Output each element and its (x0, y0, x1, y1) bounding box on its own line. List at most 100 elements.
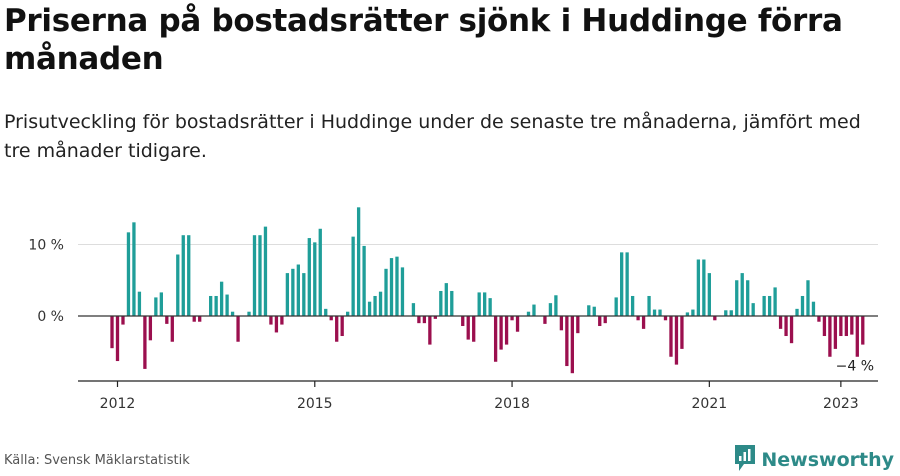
axes: 10 % 0 % 2012 2015 2018 2021 2023 −4 % (28, 238, 878, 412)
bar (630, 295, 635, 316)
bar (439, 290, 443, 316)
bar (422, 316, 427, 324)
bar (225, 294, 229, 316)
bar (176, 254, 180, 316)
x-tick-label: 2023 (823, 396, 859, 412)
bar (395, 256, 399, 316)
bar (806, 280, 810, 316)
bar (844, 316, 848, 337)
bar (817, 316, 821, 322)
bar (789, 316, 794, 344)
bar (822, 316, 827, 337)
bar (159, 292, 163, 316)
bar (450, 290, 454, 316)
bar (658, 309, 662, 316)
bar (263, 226, 268, 317)
bar (461, 316, 465, 327)
bar (170, 316, 174, 342)
x-tick-label: 2015 (297, 396, 333, 412)
bar (236, 316, 240, 342)
bar (126, 232, 131, 316)
bar (378, 291, 383, 316)
bars (110, 207, 865, 374)
bar (696, 259, 701, 316)
bar (110, 316, 114, 349)
bar (625, 252, 629, 316)
bar (773, 287, 777, 316)
bar (778, 316, 783, 329)
bar (702, 259, 706, 316)
bar (143, 316, 147, 369)
bar (165, 316, 169, 324)
bar (444, 283, 448, 316)
bar (148, 316, 153, 341)
bar (121, 316, 125, 325)
bar (187, 235, 191, 316)
bar (417, 316, 421, 324)
bar (767, 295, 772, 316)
bar (828, 316, 832, 357)
bar (559, 316, 564, 331)
bar-chart: 10 % 0 % 2012 2015 2018 2021 2023 −4 % (28, 207, 878, 412)
bar (554, 295, 558, 316)
bar (411, 303, 416, 316)
bar (746, 280, 750, 316)
bar (274, 316, 279, 333)
bar (504, 316, 509, 345)
bar (636, 316, 640, 321)
y-tick-label: 10 % (28, 238, 64, 254)
bar (230, 311, 235, 316)
x-tick-label: 2018 (494, 396, 530, 412)
bar (198, 316, 202, 322)
bar (291, 268, 295, 316)
bar (285, 273, 290, 316)
bar (729, 310, 733, 316)
bar (466, 316, 470, 340)
bar (861, 316, 865, 345)
last-value-label: −4 % (836, 359, 874, 375)
bar (302, 273, 306, 316)
y-tick-label: 0 % (37, 309, 64, 325)
bar (674, 316, 679, 365)
bar (795, 308, 799, 316)
brand-logo[interactable]: Newsworthy (734, 444, 894, 476)
bar (800, 295, 805, 316)
bar (839, 316, 843, 337)
source-note: Källa: Svensk Mäklarstatistik (4, 453, 190, 468)
bar (515, 316, 520, 332)
bar (252, 235, 257, 316)
bar (707, 273, 711, 316)
bar (329, 316, 333, 321)
bar (614, 297, 618, 316)
bar (543, 316, 547, 324)
brand-name: Newsworthy (761, 449, 894, 471)
bar (115, 316, 120, 362)
bar (280, 316, 284, 325)
bar (219, 281, 224, 316)
bar (603, 316, 607, 324)
bar (740, 273, 744, 316)
bar (532, 304, 536, 316)
bar (526, 311, 531, 316)
bar (209, 295, 213, 316)
bar (850, 316, 854, 335)
bar (592, 306, 596, 316)
x-tick-label: 2012 (100, 396, 136, 412)
bar (351, 236, 355, 316)
bar (247, 311, 251, 316)
bar (313, 242, 317, 316)
bar (647, 295, 651, 316)
bar (488, 298, 492, 317)
bar (483, 292, 487, 316)
x-tick-label: 2021 (692, 396, 728, 412)
bar (784, 316, 788, 337)
bar (318, 228, 322, 316)
bar (192, 316, 196, 322)
bar (356, 207, 361, 316)
bar (154, 297, 158, 316)
bar (258, 235, 262, 316)
bar (713, 316, 717, 321)
bar (833, 316, 838, 349)
bar (428, 316, 432, 345)
bar (373, 295, 377, 316)
